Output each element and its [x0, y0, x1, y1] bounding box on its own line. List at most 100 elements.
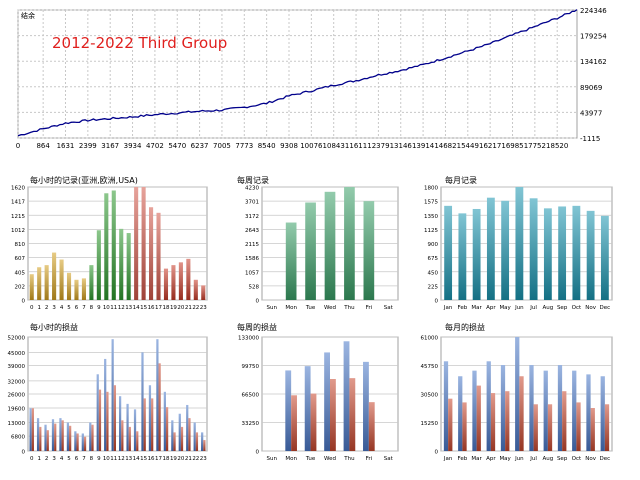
bar	[83, 436, 87, 451]
y-tick-label: 607	[15, 256, 26, 262]
bar	[59, 259, 64, 300]
x-tick-label: Jan	[443, 305, 453, 311]
balance-line	[17, 9, 578, 137]
x-tick-label: 12	[118, 305, 125, 311]
x-tick-label: 3934	[124, 142, 142, 150]
x-tick-label: 12	[118, 456, 125, 462]
bar	[149, 207, 154, 300]
bar	[586, 210, 595, 300]
chart-title: 每小时的损益	[30, 322, 78, 332]
weekly-pl-chart: 0 33250 66500 99750 133000 每周的损益 Sun Mon Tue Wed T…	[237, 322, 399, 462]
y-tick-label: 900	[428, 242, 439, 248]
bar	[310, 393, 317, 451]
x-tick-label: 13	[125, 305, 132, 311]
y-tick-label: 133000	[238, 336, 259, 342]
y-tick-label: 66500	[242, 393, 260, 399]
bar	[104, 358, 107, 451]
bar	[74, 431, 77, 451]
bar	[163, 268, 169, 300]
x-tick-label: 15449	[457, 142, 479, 150]
bar	[600, 215, 609, 300]
bar	[343, 341, 350, 451]
x-tick-label: 7773	[235, 142, 253, 150]
bar	[472, 370, 477, 451]
hourly-trades-chart: 02024056078101012121514171620每小时的记录(亚洲,欧…	[11, 175, 208, 311]
bar	[458, 213, 467, 300]
x-tick-label: 3	[52, 305, 56, 311]
x-tick-label: 4702	[146, 142, 164, 150]
bar	[52, 252, 57, 300]
bar	[203, 440, 206, 451]
bar	[96, 230, 101, 300]
chart-title: 每周记录	[237, 175, 269, 185]
bar	[547, 404, 553, 451]
x-tick-label: 1631	[57, 142, 75, 150]
x-tick-label: 15	[140, 456, 147, 462]
x-tick-label: 12379	[367, 142, 389, 150]
bar	[111, 190, 116, 300]
x-tick-label: 18	[162, 456, 169, 462]
bar	[74, 279, 79, 300]
bar	[54, 423, 57, 451]
x-tick-label: Tue	[305, 305, 316, 311]
x-tick-label: Fri	[366, 305, 373, 311]
x-tick-label: 21	[185, 305, 192, 311]
hourly-pl-chart: 0 6800 13000 19600 26000 32000 39000 45000 52000…	[8, 322, 208, 462]
bar	[368, 402, 375, 451]
bar	[128, 426, 131, 451]
x-tick-label: Jun	[514, 305, 524, 311]
bar	[193, 422, 196, 451]
x-tick-label: 13	[125, 456, 132, 462]
plot-frame	[17, 9, 578, 139]
bar	[44, 424, 47, 451]
y-tick-label: 450	[428, 270, 439, 276]
y-tick-label: -1115	[580, 135, 600, 143]
bar	[486, 361, 491, 451]
x-tick-label: Nov	[585, 305, 596, 311]
y-tick-label: 39000	[8, 364, 26, 370]
bar	[171, 420, 174, 451]
x-tick-label: 5470	[168, 142, 186, 150]
bar	[136, 431, 139, 451]
x-tick-label: 18	[162, 305, 169, 311]
bar	[444, 205, 453, 300]
x-tick-label: May	[499, 305, 511, 311]
x-tick-label: Oct	[572, 456, 582, 462]
x-tick-label: 9308	[280, 142, 298, 150]
bar	[44, 265, 49, 300]
x-tick-label: 4	[60, 456, 64, 462]
x-tick-label: Feb	[458, 305, 468, 311]
bar	[448, 398, 453, 451]
x-tick-label: 3	[52, 456, 56, 462]
bar	[76, 433, 79, 451]
bar	[490, 393, 496, 451]
bar	[515, 187, 524, 300]
x-tick-label: Nov	[585, 456, 596, 462]
bar	[562, 391, 567, 451]
bar	[285, 222, 297, 300]
bar	[96, 374, 99, 451]
bar	[324, 191, 336, 300]
bar	[572, 370, 577, 451]
bar	[171, 265, 176, 300]
y-tick-label: 225	[428, 284, 439, 290]
x-tick-label: 20	[177, 456, 184, 462]
x-tick-label: May	[499, 456, 511, 462]
bar	[543, 208, 552, 300]
x-tick-label: 10	[103, 456, 110, 462]
y-tick-label: 1012	[11, 228, 25, 234]
bar	[586, 374, 591, 451]
bar	[178, 413, 181, 451]
x-tick-label: 8	[90, 305, 94, 311]
bar	[133, 409, 137, 451]
bar	[61, 420, 64, 451]
bar	[148, 385, 152, 451]
bar	[66, 422, 70, 451]
bar	[31, 408, 34, 451]
bar	[195, 432, 199, 451]
x-tick-label: 0	[16, 142, 20, 150]
x-tick-label: 16	[148, 456, 155, 462]
chart-title: 每月记录	[445, 175, 477, 185]
